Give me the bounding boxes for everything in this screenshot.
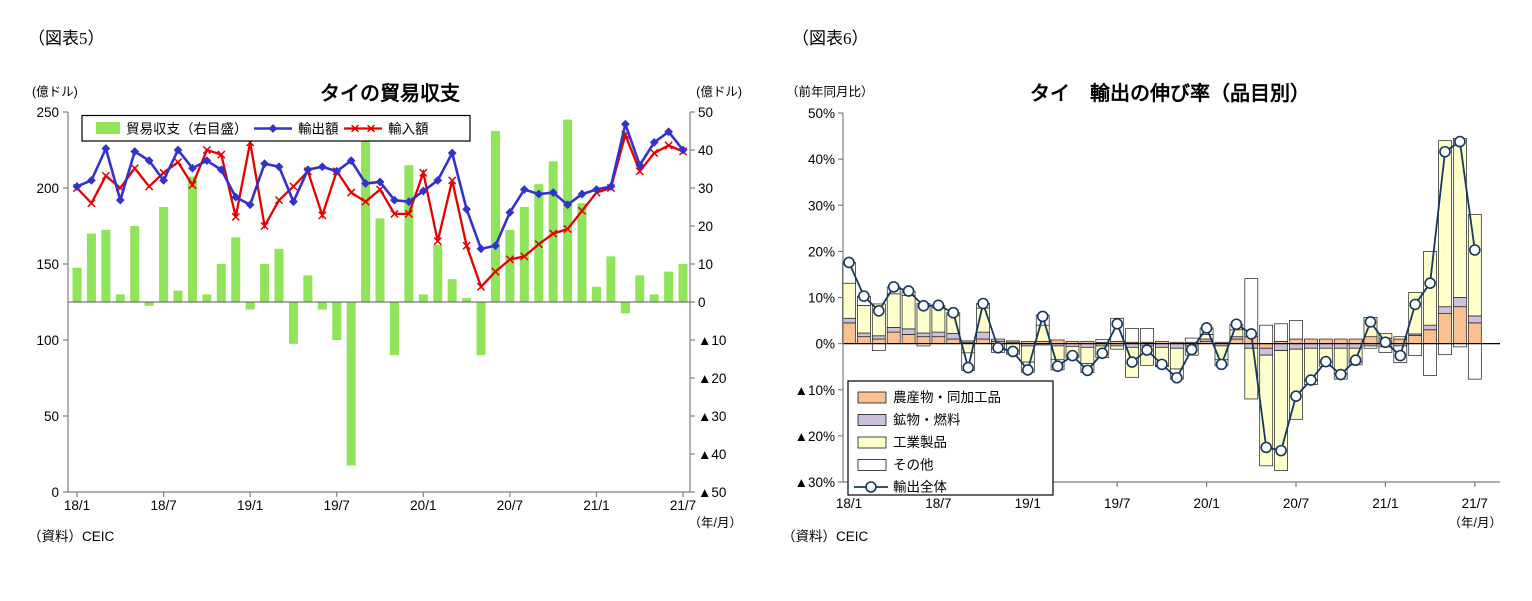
figure6-tag: （図表6） [792, 29, 869, 48]
figure5-chart: （図表5） (億ドル) タイの貿易収支 (億ドル) 05010015020025… [28, 29, 742, 544]
svg-text:▲10%: ▲10% [795, 383, 835, 398]
figure5-plot: 0 50 100 150 200 250 ▲50 ▲40 ▲30 ▲20 ▲10 0 10 20 30 40 5… [36, 105, 726, 513]
svg-text:30%: 30% [808, 198, 835, 213]
svg-text:18/7: 18/7 [150, 498, 176, 513]
figure5-tag: （図表5） [28, 29, 105, 48]
figure6-x-axis-unit: （年/月） [1449, 516, 1502, 530]
svg-text:250: 250 [36, 105, 59, 120]
svg-text:20%: 20% [808, 244, 835, 259]
svg-text:21/7: 21/7 [670, 498, 696, 513]
svg-text:▲20: ▲20 [698, 371, 726, 386]
svg-text:0%: 0% [815, 337, 835, 352]
figure6-legend-other-label: その他 [893, 458, 934, 473]
svg-text:200: 200 [36, 181, 59, 196]
svg-text:10%: 10% [808, 291, 835, 306]
figure5-legend-glyphs [96, 122, 382, 134]
svg-text:21/1: 21/1 [583, 498, 609, 513]
figure5-unit-right-label: (億ドル) [696, 85, 742, 99]
svg-text:19/1: 19/1 [1015, 496, 1041, 511]
svg-text:10: 10 [698, 257, 713, 272]
svg-text:20/7: 20/7 [497, 498, 523, 513]
figure6-plot: ▲30% ▲20% ▲10% 0% 10% 20% 30% 40% 50% 18/1 18/7 19/… [795, 106, 1500, 511]
figure5-legend-balance-label: 貿易収支（右目盛） [126, 122, 248, 137]
figure5-title: タイの貿易収支 [320, 81, 461, 105]
figure6-legend-industrial-label: 工業製品 [893, 435, 947, 450]
svg-text:0: 0 [51, 485, 59, 500]
figure6-unit-label: （前年同月比） [786, 84, 874, 99]
svg-text:▲20%: ▲20% [795, 429, 835, 444]
figure5-unit-left-label: (億ドル) [32, 85, 78, 99]
svg-text:40%: 40% [808, 152, 835, 167]
svg-text:19/1: 19/1 [237, 498, 263, 513]
svg-text:20/1: 20/1 [1193, 496, 1219, 511]
figure5-legend-imports-label: 輸入額 [388, 122, 429, 137]
svg-text:150: 150 [36, 257, 59, 272]
svg-text:50: 50 [44, 409, 59, 424]
svg-text:21/7: 21/7 [1462, 496, 1488, 511]
svg-text:30: 30 [698, 181, 713, 196]
svg-text:▲30: ▲30 [698, 409, 726, 424]
figure6-legend-glyphs [854, 391, 888, 493]
figure6-legend-mineral-label: 鉱物・燃料 [893, 412, 961, 428]
figure6-source: （資料）CEIC [782, 529, 869, 544]
figure6-legend-agri-label: 農産物・同加工品 [893, 390, 1001, 405]
svg-text:50%: 50% [808, 106, 835, 121]
svg-text:40: 40 [698, 143, 713, 158]
svg-text:20/1: 20/1 [410, 498, 436, 513]
svg-text:20/7: 20/7 [1283, 496, 1309, 511]
svg-text:19/7: 19/7 [1104, 496, 1130, 511]
figure5-legend-exports-label: 輸出額 [298, 122, 339, 137]
svg-text:50: 50 [698, 105, 713, 120]
svg-text:100: 100 [36, 333, 59, 348]
svg-text:18/1: 18/1 [64, 498, 90, 513]
figure6-legend-total-label: 輸出全体 [893, 479, 947, 495]
svg-text:19/7: 19/7 [324, 498, 350, 513]
svg-text:▲50: ▲50 [698, 485, 726, 500]
figure5-source: （資料）CEIC [28, 529, 115, 544]
svg-text:21/1: 21/1 [1372, 496, 1398, 511]
svg-text:18/1: 18/1 [836, 496, 862, 511]
svg-text:▲10: ▲10 [698, 333, 726, 348]
figure6-chart: （図表6） （前年同月比） タイ 輸出の伸び率（品目別） ▲30% ▲20% ▲10… [782, 29, 1502, 544]
figure5-x-axis-unit: （年/月） [689, 516, 742, 530]
svg-text:▲40: ▲40 [698, 447, 726, 462]
svg-text:▲30%: ▲30% [795, 475, 835, 490]
svg-text:20: 20 [698, 219, 713, 234]
svg-text:18/7: 18/7 [925, 496, 951, 511]
figure5-legend-box [81, 114, 471, 142]
svg-text:0: 0 [698, 295, 706, 310]
figure6-title: タイ 輸出の伸び率（品目別） [1030, 81, 1310, 105]
